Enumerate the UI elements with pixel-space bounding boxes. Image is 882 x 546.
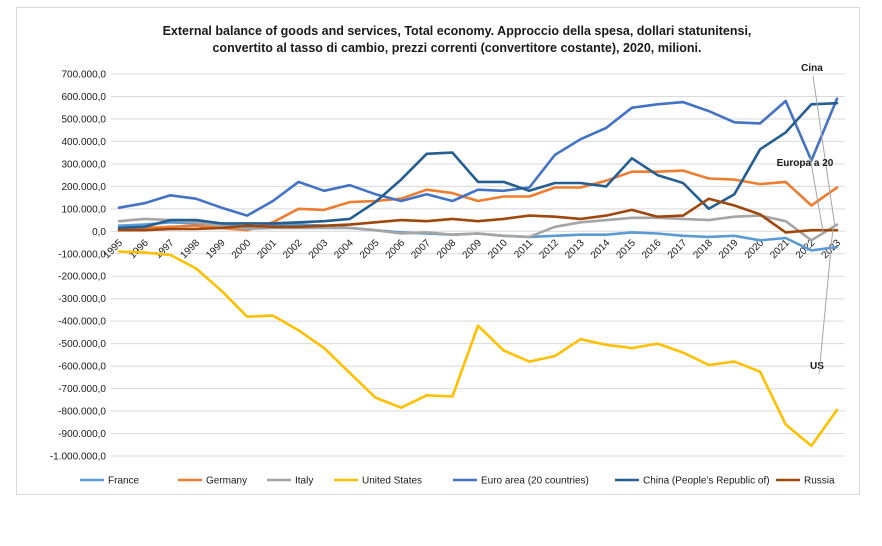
x-tick-label: 2009 bbox=[461, 237, 485, 261]
x-tick-label: 1996 bbox=[127, 237, 151, 261]
y-tick-label: -800.000,0 bbox=[58, 407, 106, 418]
y-tick-label: -200.000,0 bbox=[58, 272, 106, 283]
x-tick-label: 2021 bbox=[768, 237, 792, 261]
x-tick-label: 2008 bbox=[435, 237, 459, 261]
legend-label-3: United States bbox=[362, 476, 422, 487]
y-axis-tick-labels: 700.000,0 600.000,0 500.000,0 400.000,0 300.… bbox=[50, 70, 107, 463]
x-tick-label: 2016 bbox=[640, 237, 664, 261]
x-tick-label: 2001 bbox=[255, 237, 279, 261]
legend-label-4: Euro area (20 countries) bbox=[481, 476, 589, 487]
series-line-4 bbox=[117, 97, 839, 217]
y-tick-label: -100.000,0 bbox=[58, 249, 106, 260]
x-tick-label: 1995 bbox=[102, 237, 126, 261]
x-tick-label: 2003 bbox=[307, 237, 331, 261]
x-tick-label: 2006 bbox=[384, 237, 408, 261]
y-tick-label: -400.000,0 bbox=[58, 317, 106, 328]
legend: France Germany Italy United States Euro area… bbox=[80, 476, 835, 487]
y-tick-label: 200.000,0 bbox=[62, 182, 107, 193]
x-tick-label: 2005 bbox=[358, 237, 382, 261]
series-line-3 bbox=[117, 250, 839, 448]
x-tick-label: 2007 bbox=[409, 237, 433, 261]
y-tick-label: 700.000,0 bbox=[62, 70, 107, 81]
legend-label-1: Germany bbox=[206, 476, 247, 487]
chart-title-line-2: convertito al tasso di cambio, prezzi co… bbox=[212, 41, 701, 55]
x-tick-label: 2002 bbox=[281, 237, 305, 261]
x-tick-label: 2004 bbox=[332, 237, 356, 261]
x-tick-label: 2013 bbox=[563, 237, 587, 261]
legend-label-2: Italy bbox=[295, 476, 313, 487]
x-tick-label: 2019 bbox=[717, 237, 741, 261]
y-tick-label: -600.000,0 bbox=[58, 362, 106, 373]
legend-label-6: Russia bbox=[804, 476, 835, 487]
y-tick-label: -900.000,0 bbox=[58, 429, 106, 440]
y-tick-label: 400.000,0 bbox=[62, 137, 107, 148]
chart-frame: External balance of goods and services, … bbox=[16, 7, 860, 495]
y-tick-label: 100.000,0 bbox=[62, 204, 107, 215]
x-tick-label: 2015 bbox=[614, 237, 638, 261]
annotation-cina: Cina bbox=[801, 63, 823, 74]
x-tick-label: 2010 bbox=[486, 237, 510, 261]
gridlines bbox=[111, 73, 845, 457]
y-tick-label: -1.000.000,0 bbox=[50, 452, 107, 463]
series-line-6 bbox=[117, 197, 839, 234]
legend-label-0: France bbox=[108, 476, 140, 487]
x-tick-label: 2017 bbox=[666, 237, 690, 261]
chart-svg: External balance of goods and services, … bbox=[50, 24, 845, 487]
annotation-leader-cina bbox=[812, 75, 836, 228]
y-tick-label: 500.000,0 bbox=[62, 114, 107, 125]
legend-label-5: China (People’s Republic of) bbox=[643, 476, 770, 487]
x-tick-label: 2018 bbox=[691, 237, 715, 261]
y-tick-label: 300.000,0 bbox=[62, 159, 107, 170]
x-tick-label: 2011 bbox=[512, 237, 535, 260]
y-tick-label: -300.000,0 bbox=[58, 294, 106, 305]
annotations: Cina Europa a 20 US bbox=[777, 63, 836, 375]
x-axis-tick-labels: 1995 1996 1997 1998 1999 2000 2001 2002 2003 2004… bbox=[102, 237, 844, 261]
annotation-us: US bbox=[810, 361, 824, 372]
series-line-2 bbox=[117, 214, 839, 242]
annotation-europa: Europa a 20 bbox=[777, 158, 834, 169]
annotation-leader-europa bbox=[809, 156, 824, 232]
y-tick-label: -500.000,0 bbox=[58, 339, 106, 350]
series-line-5 bbox=[117, 101, 839, 230]
x-tick-label: 1999 bbox=[204, 237, 228, 261]
x-tick-label: 2000 bbox=[230, 237, 254, 261]
y-tick-label: 600.000,0 bbox=[62, 92, 107, 103]
x-tick-label: 2012 bbox=[538, 237, 562, 261]
x-tick-label: 1998 bbox=[179, 237, 203, 261]
y-tick-label: -700.000,0 bbox=[58, 384, 106, 395]
series-line-1 bbox=[117, 169, 839, 232]
series-lines bbox=[117, 97, 839, 448]
x-tick-label: 2014 bbox=[589, 237, 613, 261]
chart-title-line-1: External balance of goods and services, … bbox=[163, 24, 752, 38]
y-tick-label: 0,0 bbox=[92, 227, 106, 238]
annotation-leader-us bbox=[818, 227, 834, 375]
